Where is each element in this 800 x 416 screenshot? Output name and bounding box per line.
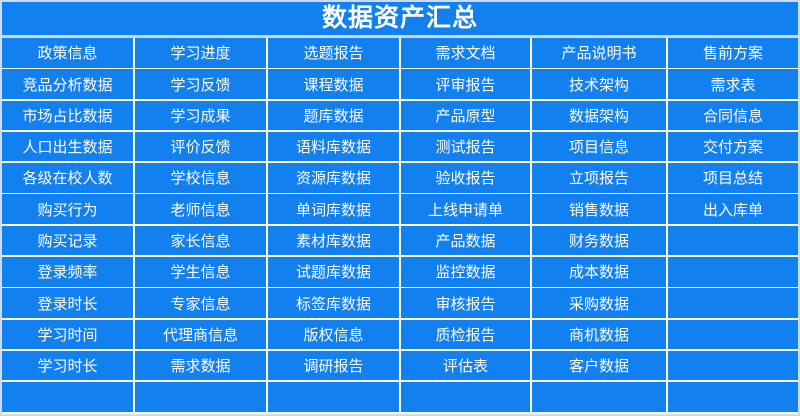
grid-cell[interactable]: 采购数据 — [532, 288, 666, 318]
grid-cell[interactable]: 销售数据 — [532, 194, 666, 224]
page-title: 数据资产汇总 — [321, 4, 478, 32]
grid-cell[interactable]: 素材库数据 — [268, 225, 399, 256]
grid-cell-empty[interactable] — [668, 382, 798, 412]
grid-cell[interactable]: 标签库数据 — [268, 288, 399, 318]
grid-cell[interactable]: 试题库数据 — [268, 257, 399, 287]
grid-column-3: 选题报告 课程数据 题库数据 语料库数据 资源库数据 单词库数据 素材库数据 试… — [268, 38, 399, 414]
grid-cell[interactable]: 专家信息 — [135, 288, 266, 318]
grid-column-1: 政策信息 竞品分析数据 市场占比数据 人口出生数据 各级在校人数 购买行为 购买… — [2, 38, 133, 414]
grid-cell[interactable]: 商机数据 — [532, 319, 666, 350]
grid-cell-empty[interactable] — [668, 319, 798, 350]
grid-cell[interactable]: 数据架构 — [532, 100, 666, 131]
grid-cell[interactable]: 登录时长 — [2, 288, 133, 318]
grid-cell[interactable]: 题库数据 — [268, 100, 399, 131]
grid-cell-empty[interactable] — [668, 225, 798, 256]
grid-cell[interactable]: 登录频率 — [2, 257, 133, 287]
grid-cell[interactable]: 资源库数据 — [268, 163, 399, 193]
grid-cell-empty[interactable] — [135, 382, 266, 412]
grid-cell[interactable]: 上线申请单 — [401, 194, 530, 224]
grid-column-2: 学习进度 学习反馈 学习成果 评价反馈 学校信息 老师信息 家长信息 学生信息 … — [135, 38, 266, 414]
grid-cell[interactable]: 验收报告 — [401, 163, 530, 193]
grid-cell[interactable]: 成本数据 — [532, 257, 666, 287]
grid-cell[interactable]: 家长信息 — [135, 225, 266, 256]
grid-cell[interactable]: 需求文档 — [401, 38, 530, 68]
grid-cell[interactable]: 选题报告 — [268, 38, 399, 68]
grid-cell[interactable]: 调研报告 — [268, 350, 399, 381]
grid-cell-empty[interactable] — [532, 382, 666, 412]
grid-cell[interactable]: 测试报告 — [401, 131, 530, 162]
grid-cell[interactable]: 购买记录 — [2, 225, 133, 256]
grid-cell-empty[interactable] — [268, 382, 399, 412]
grid-cell[interactable]: 客户数据 — [532, 350, 666, 381]
grid-cell[interactable]: 评审报告 — [401, 69, 530, 99]
grid-column-6: 售前方案 需求表 合同信息 交付方案 项目总结 出入库单 — [668, 38, 798, 414]
grid-cell[interactable]: 需求表 — [668, 69, 798, 99]
grid-cell[interactable]: 语料库数据 — [268, 131, 399, 162]
grid-cell[interactable]: 产品数据 — [401, 225, 530, 256]
grid-cell[interactable]: 评估表 — [401, 350, 530, 381]
grid-cell[interactable]: 审核报告 — [401, 288, 530, 318]
grid-cell[interactable]: 单词库数据 — [268, 194, 399, 224]
grid-cell[interactable]: 版权信息 — [268, 319, 399, 350]
grid-cell[interactable]: 人口出生数据 — [2, 131, 133, 162]
grid-cell[interactable]: 合同信息 — [668, 100, 798, 131]
grid-cell[interactable]: 出入库单 — [668, 194, 798, 224]
grid-cell[interactable]: 需求数据 — [135, 350, 266, 381]
grid-cell-empty[interactable] — [668, 350, 798, 381]
grid-cell[interactable]: 立项报告 — [532, 163, 666, 193]
grid-cell[interactable]: 产品说明书 — [532, 38, 666, 68]
grid-cell[interactable]: 学校信息 — [135, 163, 266, 193]
grid-column-4: 需求文档 评审报告 产品原型 测试报告 验收报告 上线申请单 产品数据 监控数据… — [401, 38, 530, 414]
grid-cell[interactable]: 项目信息 — [532, 131, 666, 162]
grid-cell[interactable]: 监控数据 — [401, 257, 530, 287]
grid-column-5: 产品说明书 技术架构 数据架构 项目信息 立项报告 销售数据 财务数据 成本数据… — [532, 38, 666, 414]
grid-cell[interactable]: 售前方案 — [668, 38, 798, 68]
grid-cell[interactable]: 交付方案 — [668, 131, 798, 162]
grid-cell[interactable]: 学生信息 — [135, 257, 266, 287]
grid-cell-empty[interactable] — [401, 382, 530, 412]
grid-cell-empty[interactable] — [668, 257, 798, 287]
grid-cell[interactable]: 各级在校人数 — [2, 163, 133, 193]
grid-cell[interactable]: 购买行为 — [2, 194, 133, 224]
data-asset-grid: 政策信息 竞品分析数据 市场占比数据 人口出生数据 各级在校人数 购买行为 购买… — [2, 38, 798, 414]
grid-cell[interactable]: 学习时长 — [2, 350, 133, 381]
grid-cell[interactable]: 财务数据 — [532, 225, 666, 256]
grid-cell[interactable]: 质检报告 — [401, 319, 530, 350]
grid-cell-empty[interactable] — [668, 288, 798, 318]
grid-cell[interactable]: 项目总结 — [668, 163, 798, 193]
grid-cell[interactable]: 政策信息 — [2, 38, 133, 68]
grid-cell[interactable]: 技术架构 — [532, 69, 666, 99]
grid-cell[interactable]: 学习时间 — [2, 319, 133, 350]
board-title-bar: 数据资产汇总 — [2, 2, 798, 35]
grid-cell[interactable]: 学习反馈 — [135, 69, 266, 99]
grid-cell[interactable]: 老师信息 — [135, 194, 266, 224]
grid-cell[interactable]: 学习成果 — [135, 100, 266, 131]
grid-cell[interactable]: 竞品分析数据 — [2, 69, 133, 99]
grid-cell[interactable]: 评价反馈 — [135, 131, 266, 162]
grid-cell[interactable]: 学习进度 — [135, 38, 266, 68]
grid-cell[interactable]: 市场占比数据 — [2, 100, 133, 131]
grid-cell-empty[interactable] — [2, 382, 133, 412]
grid-cell[interactable]: 代理商信息 — [135, 319, 266, 350]
grid-cell[interactable]: 课程数据 — [268, 69, 399, 99]
grid-cell[interactable]: 产品原型 — [401, 100, 530, 131]
